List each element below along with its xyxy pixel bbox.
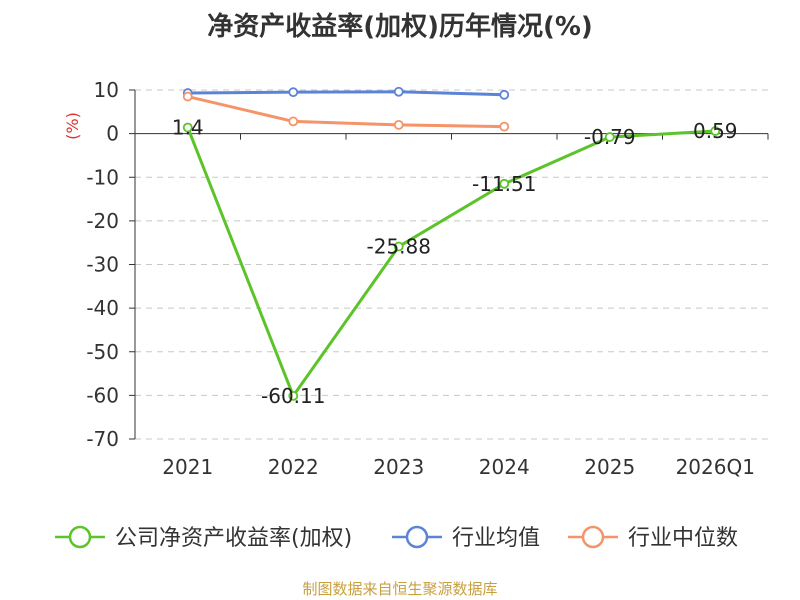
legend-marker [581,525,605,549]
data-point [288,87,299,98]
x-tick-label: 2026Q1 [676,455,755,479]
data-point [393,86,404,97]
legend-label: 公司净资产收益率(加权) [115,526,352,551]
y-tick-label: -30 [86,253,119,277]
data-point [499,89,510,100]
data-source: 制图数据来自恒生聚源数据库 [302,580,498,598]
data-point [393,120,404,130]
data-point [499,178,510,189]
y-axis-unit: (%) [63,112,82,140]
grid-layer [135,89,768,440]
data-label: -25.88 [367,235,431,259]
data-point [710,126,721,136]
data-label: -0.79 [584,125,636,149]
data-point [182,91,193,102]
data-point [499,121,510,132]
axis-layer: 10 0 -10 -20 -30 -40 -50 -60 -70 (%) 2021 2022 2023 2… [63,78,769,479]
y-tick-label: -40 [86,296,119,320]
data-point [393,241,404,252]
data-label: -60.11 [261,384,325,408]
series-layer [182,86,721,401]
series-line [186,126,716,398]
y-tick-label: -20 [86,209,119,233]
data-point [182,122,193,133]
data-label: -11.51 [472,172,536,196]
legend-marker [68,525,92,549]
series-line [187,95,505,129]
series-line [187,90,505,97]
chart-title: 净资产收益率(加权)历年情况(%) [207,12,593,42]
data-point [288,116,299,127]
legend-label: 行业均值 [452,526,540,551]
x-tick-label: 2023 [373,455,424,479]
y-tick-label: -70 [86,427,119,451]
y-tick-label: -50 [86,340,119,364]
legend-layer: 公司净资产收益率(加权) 行业均值 行业中位数 [55,525,738,551]
y-tick-label: 10 [94,78,119,102]
x-tick-label: 2022 [268,455,319,479]
data-label: 0.59 [693,119,738,143]
y-tick-label: -10 [86,165,119,189]
y-tick-label: -60 [86,383,119,407]
y-tick-label: 0 [106,122,119,146]
x-tick-label: 2021 [162,455,213,479]
legend-label: 行业中位数 [628,526,738,551]
legend-marker [405,525,429,549]
data-point [604,132,615,142]
label-layer: 1.4 -60.11 -25.88 -11.51 -0.79 0.59 [172,116,738,408]
x-tick-label: 2024 [479,455,530,479]
data-label: 1.4 [172,116,204,140]
data-point [288,390,299,401]
x-tick-label: 2025 [584,455,635,479]
